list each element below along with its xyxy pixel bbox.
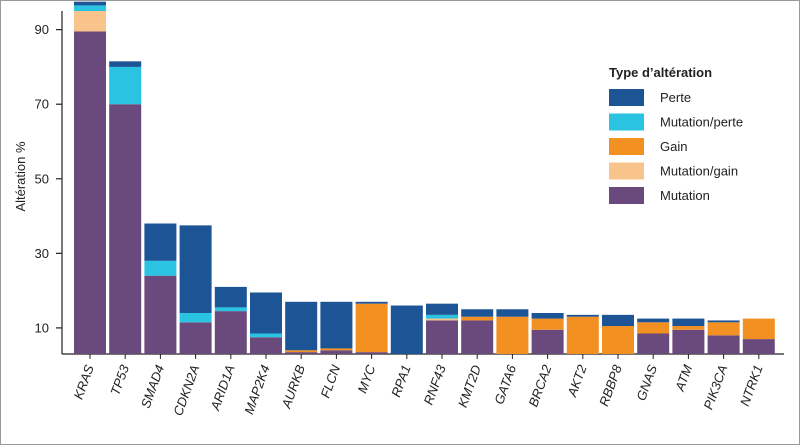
x-tick-label: NTRK1 [737, 363, 766, 408]
y-tick-label: 90 [35, 22, 49, 37]
bar-segment [461, 316, 494, 321]
bar-segment [707, 322, 740, 336]
x-tick-label: FLCN [318, 362, 344, 400]
bar-segment [426, 318, 458, 321]
bar-segment [214, 286, 247, 308]
bar-segment [355, 301, 388, 304]
y-tick-label: 50 [35, 171, 49, 186]
bar-segment [707, 335, 740, 354]
bar-segment [426, 314, 458, 319]
bar-segment [566, 316, 599, 354]
x-tick-label: SMAD4 [138, 363, 167, 410]
bar-segment [320, 350, 353, 354]
x-tick-label: KMT2D [455, 363, 484, 410]
bar-segment [214, 311, 247, 354]
bar-segment [531, 329, 564, 354]
y-tick-label: 10 [35, 320, 49, 335]
bar-segment [250, 333, 282, 338]
bar-segment [496, 316, 529, 354]
bar-segment [74, 5, 106, 11]
bar-segment [672, 318, 705, 327]
y-tick-label: 30 [35, 246, 49, 261]
x-tick-label: BRCA2 [525, 362, 554, 409]
legend-label: Mutation/perte [660, 115, 743, 130]
bar-segment [144, 223, 177, 261]
bar-segment [285, 301, 318, 351]
legend-swatch [609, 187, 644, 204]
bar-segment [637, 333, 670, 354]
legend-label: Perte [660, 90, 691, 105]
y-axis-title: Altération % [13, 141, 28, 212]
bar-segment [742, 318, 775, 340]
x-tick-label: PIK3CA [701, 363, 731, 412]
x-tick-label: KRAS [71, 363, 97, 402]
x-tick-label: RNF43 [421, 362, 449, 407]
bar-segment [320, 301, 353, 349]
bar-segment [496, 309, 529, 317]
bar-segment [637, 318, 670, 323]
bar-segment [672, 329, 705, 354]
bar-segment [285, 350, 318, 353]
bar-segment [285, 352, 318, 354]
legend-swatch [609, 113, 644, 131]
legend-swatch [609, 138, 644, 155]
legend-title: Type d’altération [609, 65, 712, 80]
bar-segment [672, 326, 705, 330]
bar-segment [355, 352, 388, 354]
bar-segment [461, 320, 494, 354]
bar-segment [531, 312, 564, 319]
x-tick-label: AURKB [278, 363, 308, 411]
legend-label: Mutation/gain [660, 164, 738, 179]
x-tick-label: ATM [672, 363, 696, 394]
x-tick-label: MAP2K4 [241, 363, 273, 416]
bar-segment [74, 31, 106, 355]
legend-swatch [609, 162, 644, 180]
x-tick-label: RPA1 [388, 363, 413, 399]
bar-segment [250, 292, 282, 334]
bar-segment [179, 225, 212, 313]
x-tick-label: MYC [354, 362, 378, 395]
x-tick-label: RBBP8 [596, 362, 625, 408]
x-tick-label: GNAS [633, 363, 660, 403]
bar-segment [74, 1, 106, 6]
bar-segment [109, 104, 142, 355]
bar-segment [602, 326, 634, 354]
legend-swatch [609, 89, 644, 106]
bar-segment [144, 260, 177, 276]
bar-segment [637, 322, 670, 334]
y-tick-label: 70 [35, 97, 49, 112]
x-tick-label: TP53 [107, 362, 132, 397]
bar-segment [144, 275, 177, 354]
bar-segment [179, 322, 212, 354]
bar-segment [74, 11, 106, 32]
bar-segment [707, 320, 740, 323]
bar-segment [426, 303, 458, 315]
bar-segment [320, 348, 353, 351]
x-tick-label: GATA6 [491, 362, 519, 406]
bar-segment [179, 312, 212, 323]
legend-label: Mutation [660, 188, 710, 203]
bar-segment [566, 314, 599, 317]
bar-segment [426, 320, 458, 354]
legend-label: Gain [660, 139, 687, 154]
bar-segment [355, 303, 388, 353]
bar-segment [390, 305, 423, 354]
x-tick-label: AKT2 [564, 362, 590, 399]
bar-segment [742, 339, 775, 354]
bar-segment [531, 318, 564, 330]
bar-segment [461, 309, 494, 317]
bar-segment [250, 337, 282, 354]
x-tick-label: ARID1A [207, 363, 238, 413]
x-tick-label: CDKN2A [170, 363, 202, 418]
bar-segment [109, 61, 142, 67]
bar-segment [214, 307, 247, 312]
bar-segment [602, 314, 634, 327]
bar-segment [109, 66, 142, 105]
